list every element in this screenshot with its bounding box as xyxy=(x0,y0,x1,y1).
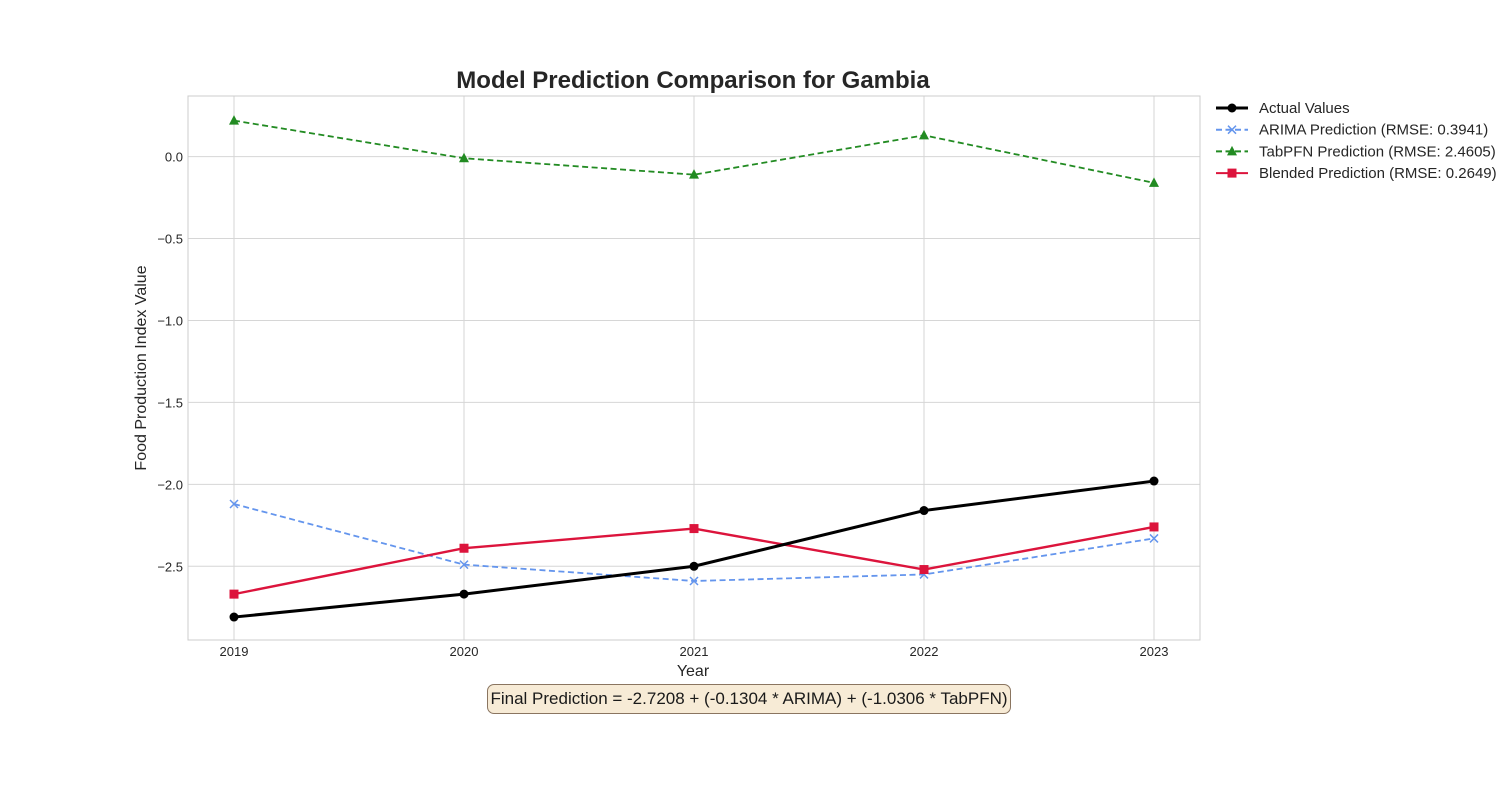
data-point xyxy=(689,524,699,534)
legend-label: ARIMA Prediction (RMSE: 0.3941) xyxy=(1259,122,1488,139)
series-2 xyxy=(229,115,1159,187)
data-point xyxy=(919,129,929,140)
data-point xyxy=(1149,533,1159,543)
data-point xyxy=(459,152,469,163)
y-tick-label: −2.5 xyxy=(157,559,183,574)
tick-labels: 2019 2020 2021 2022 2023 0.0 −0.5 −1.0 −1.5 −2.0 −… xyxy=(157,150,1168,659)
x-tick-label: 2021 xyxy=(680,644,709,659)
data-point xyxy=(459,589,469,599)
x-tick-label: 2019 xyxy=(220,644,249,659)
data-point xyxy=(459,543,469,553)
legend: Actual Values ARIMA Prediction (RMSE: 0.3… xyxy=(1216,100,1497,182)
legend-marker xyxy=(1227,125,1237,135)
y-tick-label: −1.0 xyxy=(157,313,183,328)
x-tick-label: 2022 xyxy=(910,644,939,659)
data-point xyxy=(229,589,239,599)
legend-label: Blended Prediction (RMSE: 0.2649) xyxy=(1259,165,1497,182)
legend-item: ARIMA Prediction (RMSE: 0.3941) xyxy=(1216,122,1488,139)
data-point xyxy=(229,499,239,509)
y-tick-label: −0.5 xyxy=(157,232,183,247)
formula-annotation: Final Prediction = -2.7208 + (-0.1304 * … xyxy=(487,684,1011,714)
data-point xyxy=(1149,522,1159,532)
y-axis-label: Food Production Index Value xyxy=(133,265,150,470)
data-point xyxy=(919,565,929,575)
data-point xyxy=(689,169,699,179)
data-point xyxy=(1149,476,1159,486)
legend-item: Actual Values xyxy=(1216,100,1350,117)
x-tick-label: 2020 xyxy=(450,644,479,659)
data-point xyxy=(229,115,239,125)
series-layer xyxy=(229,115,1159,622)
legend-item: Blended Prediction (RMSE: 0.2649) xyxy=(1216,165,1497,182)
series-0 xyxy=(229,476,1159,622)
data-point xyxy=(459,560,469,570)
legend-marker xyxy=(1227,145,1237,156)
data-point xyxy=(689,576,699,586)
y-tick-label: 0.0 xyxy=(165,150,183,165)
legend-marker xyxy=(1227,103,1237,113)
legend-label: TabPFN Prediction (RMSE: 2.4605) xyxy=(1259,143,1496,160)
data-point xyxy=(229,612,239,622)
chart-title: Model Prediction Comparison for Gambia xyxy=(456,67,930,94)
grid xyxy=(188,96,1200,640)
data-point xyxy=(689,561,699,571)
x-tick-label: 2023 xyxy=(1140,644,1169,659)
series-line xyxy=(233,119,1155,184)
plot-area-frame xyxy=(187,95,1201,641)
series-3 xyxy=(229,522,1159,599)
y-tick-label: −2.0 xyxy=(157,477,183,492)
data-point xyxy=(919,506,929,516)
y-tick-label: −1.5 xyxy=(157,395,183,410)
x-axis-label: Year xyxy=(677,663,710,680)
legend-marker xyxy=(1227,168,1237,178)
legend-item: TabPFN Prediction (RMSE: 2.4605) xyxy=(1216,143,1496,160)
legend-label: Actual Values xyxy=(1259,100,1350,117)
data-point xyxy=(1149,177,1159,187)
